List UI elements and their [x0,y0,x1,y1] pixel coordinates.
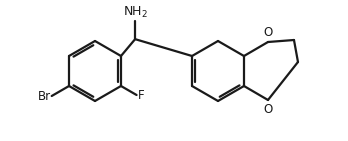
Text: NH$_2$: NH$_2$ [122,5,148,20]
Text: O: O [263,26,272,39]
Text: O: O [263,103,272,116]
Text: Br: Br [38,90,51,103]
Text: F: F [137,89,144,102]
